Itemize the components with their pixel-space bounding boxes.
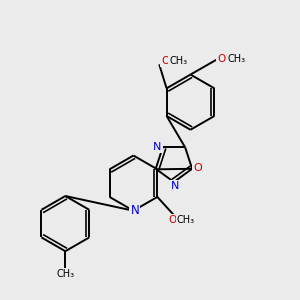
Text: CH₃: CH₃ xyxy=(177,215,195,225)
Text: O: O xyxy=(193,163,202,173)
Text: CH₃: CH₃ xyxy=(56,269,74,279)
Text: N: N xyxy=(171,181,180,191)
Text: O: O xyxy=(168,215,176,225)
Text: N: N xyxy=(153,142,162,152)
Text: N: N xyxy=(130,204,139,217)
Text: CH₃: CH₃ xyxy=(227,54,246,64)
Text: O: O xyxy=(217,54,226,64)
Text: O: O xyxy=(161,56,169,66)
Text: CH₃: CH₃ xyxy=(169,56,188,66)
